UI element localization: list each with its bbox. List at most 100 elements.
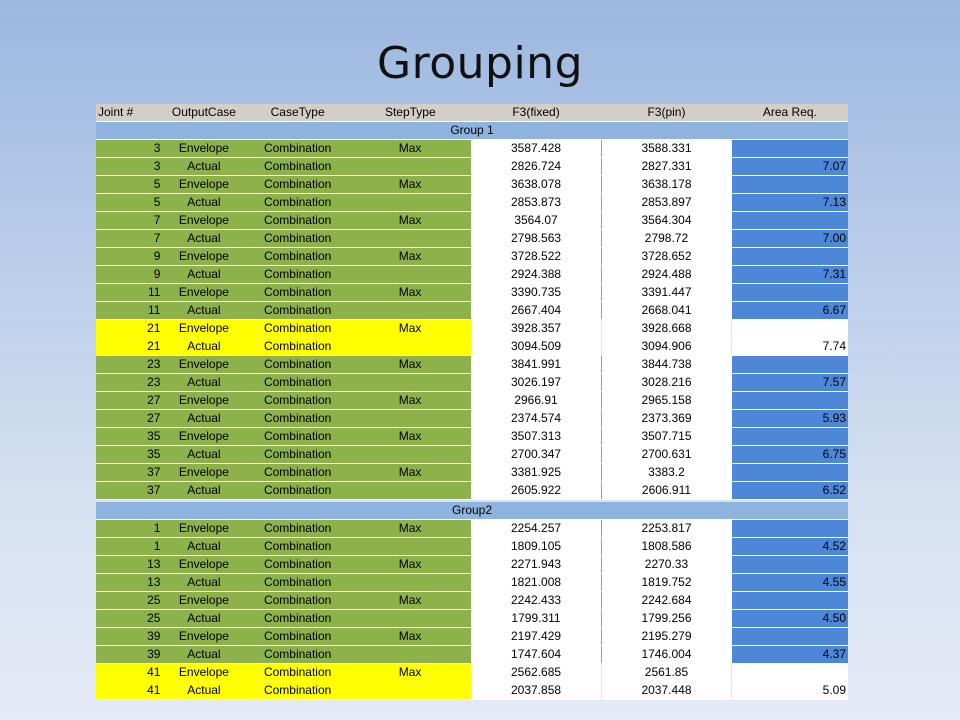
cell-f3-pin: 2195.279 (600, 627, 732, 646)
cell-step-type: Max (349, 391, 471, 410)
cell-step-type (349, 265, 471, 284)
cell-case-type: Combination (245, 409, 350, 428)
cell-case-type: Combination (245, 175, 350, 194)
cell-output-case: Envelope (162, 627, 246, 646)
group-label: Group2 (96, 502, 848, 520)
cell-case-type: Combination (245, 645, 350, 664)
cell-step-type: Max (349, 355, 471, 374)
cell-step-type (349, 229, 471, 248)
cell-output-case: Actual (162, 265, 246, 284)
cell-f3-fixed: 2254.257 (470, 519, 602, 538)
cell-joint: 35 (96, 445, 163, 464)
cell-area-req: 7.00 (731, 229, 848, 248)
table-row: 25 Envelope Combination Max 2242.433 2242.684 (96, 591, 848, 610)
cell-joint: 41 (96, 663, 163, 682)
table-row: 39 Actual Combination 1747.604 1746.004 4.37 (96, 645, 848, 664)
cell-output-case: Actual (162, 481, 246, 500)
table-row: 37 Envelope Combination Max 3381.925 3383.2 (96, 463, 848, 482)
cell-f3-fixed: 2605.922 (470, 481, 602, 500)
cell-step-type (349, 645, 471, 664)
cell-area-req (731, 427, 848, 446)
cell-area-req: 7.57 (731, 373, 848, 392)
cell-f3-pin: 2827.331 (600, 157, 732, 176)
cell-f3-pin: 3728.652 (600, 247, 732, 266)
cell-case-type: Combination (245, 193, 350, 212)
cell-step-type: Max (349, 591, 471, 610)
table-row: 9 Envelope Combination Max 3728.522 3728.652 (96, 247, 848, 266)
cell-case-type: Combination (245, 555, 350, 574)
cell-joint: 27 (96, 391, 163, 410)
cell-step-type: Max (349, 175, 471, 194)
cell-f3-fixed: 2562.685 (470, 663, 602, 682)
cell-f3-pin: 2606.911 (600, 481, 732, 500)
cell-output-case: Envelope (162, 555, 246, 574)
table-row: 23 Envelope Combination Max 3841.991 3844.738 (96, 355, 848, 374)
cell-f3-fixed: 3728.522 (470, 247, 602, 266)
cell-joint: 11 (96, 283, 163, 302)
cell-area-req: 4.52 (731, 537, 848, 556)
cell-case-type: Combination (245, 211, 350, 230)
table-body: Group 1 3 Envelope Combination Max 3587.428 35… (96, 121, 848, 700)
cell-output-case: Envelope (162, 175, 246, 194)
table-row: 25 Actual Combination 1799.311 1799.256 4.50 (96, 609, 848, 628)
cell-step-type (349, 609, 471, 628)
cell-step-type: Max (349, 283, 471, 302)
cell-output-case: Actual (162, 193, 246, 212)
cell-case-type: Combination (245, 663, 350, 682)
cell-case-type: Combination (245, 139, 350, 158)
cell-step-type (349, 157, 471, 176)
header-joint: Joint # (96, 104, 163, 122)
cell-area-req (731, 319, 848, 338)
cell-area-req: 4.55 (731, 573, 848, 592)
cell-f3-fixed: 2667.404 (470, 301, 602, 320)
cell-case-type: Combination (245, 319, 350, 338)
table-row: 21 Actual Combination 3094.509 3094.906 7.74 (96, 337, 848, 356)
cell-output-case: Envelope (162, 591, 246, 610)
cell-area-req (731, 627, 848, 646)
cell-joint: 37 (96, 481, 163, 500)
cell-joint: 1 (96, 519, 163, 538)
cell-case-type: Combination (245, 463, 350, 482)
table-row: 41 Envelope Combination Max 2562.685 2561.85 (96, 663, 848, 682)
cell-case-type: Combination (245, 355, 350, 374)
cell-f3-fixed: 1821.008 (470, 573, 602, 592)
table-row: 11 Actual Combination 2667.404 2668.041 6.67 (96, 301, 848, 320)
cell-step-type (349, 301, 471, 320)
cell-step-type: Max (349, 519, 471, 538)
cell-f3-pin: 2270.33 (600, 555, 732, 574)
cell-step-type (349, 337, 471, 356)
cell-case-type: Combination (245, 247, 350, 266)
grouping-table: Joint # OutputCase CaseType StepType F3(… (96, 104, 848, 700)
cell-output-case: Envelope (162, 427, 246, 446)
cell-joint: 39 (96, 645, 163, 664)
table-row: 11 Envelope Combination Max 3390.735 3391.447 (96, 283, 848, 302)
cell-output-case: Actual (162, 157, 246, 176)
table-row: 27 Envelope Combination Max 2966.91 2965.158 (96, 391, 848, 410)
cell-step-type: Max (349, 319, 471, 338)
group-label: Group 1 (96, 121, 848, 140)
cell-output-case: Actual (162, 337, 246, 356)
cell-f3-fixed: 2826.724 (470, 157, 602, 176)
cell-area-req: 5.93 (731, 409, 848, 428)
cell-joint: 39 (96, 627, 163, 646)
cell-f3-pin: 2561.85 (600, 663, 732, 682)
cell-area-req: 6.67 (731, 301, 848, 320)
cell-f3-fixed: 3587.428 (470, 139, 602, 158)
cell-case-type: Combination (245, 157, 350, 176)
cell-output-case: Actual (162, 301, 246, 320)
cell-f3-fixed: 2853.873 (470, 193, 602, 212)
cell-area-req: 6.75 (731, 445, 848, 464)
cell-f3-pin: 1808.586 (600, 537, 732, 556)
cell-f3-pin: 3028.216 (600, 373, 732, 392)
cell-f3-pin: 3638.178 (600, 175, 732, 194)
cell-case-type: Combination (245, 537, 350, 556)
table-row: 23 Actual Combination 3026.197 3028.216 7.57 (96, 373, 848, 392)
cell-f3-pin: 3094.906 (600, 337, 732, 356)
cell-area-req (731, 355, 848, 374)
cell-joint: 25 (96, 609, 163, 628)
cell-f3-pin: 2373.369 (600, 409, 732, 428)
cell-step-type: Max (349, 211, 471, 230)
cell-area-req: 7.31 (731, 265, 848, 284)
cell-output-case: Envelope (162, 463, 246, 482)
cell-output-case: Envelope (162, 355, 246, 374)
